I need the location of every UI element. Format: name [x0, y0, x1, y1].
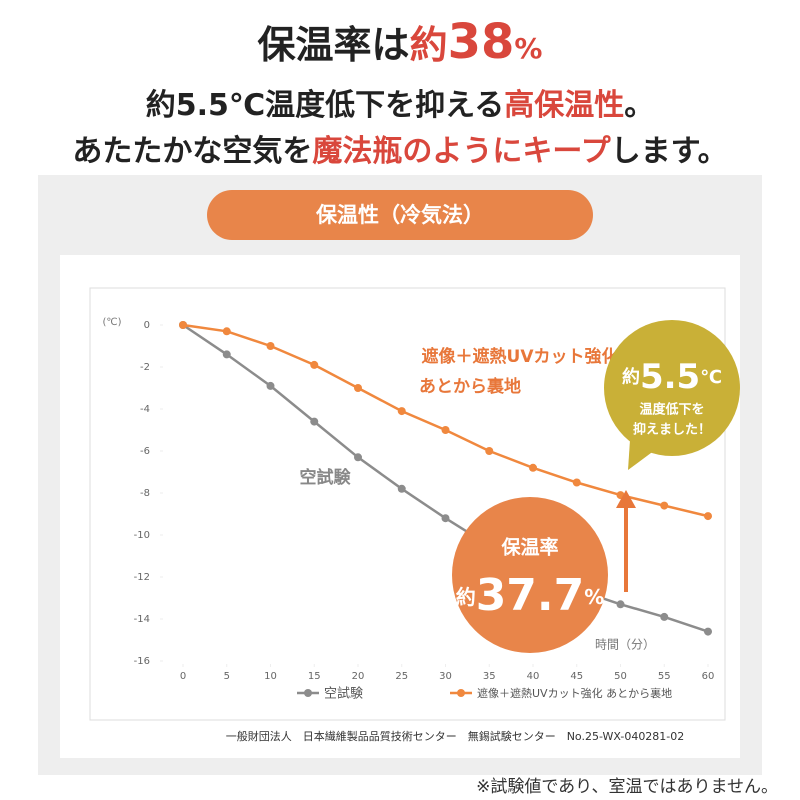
point	[310, 417, 319, 426]
point	[354, 384, 362, 392]
y-tick-label: -4	[140, 404, 150, 415]
y-tick-label: -2	[140, 362, 150, 373]
point	[704, 512, 712, 521]
x-label: 時間（分）	[595, 638, 655, 652]
subline-text: 高保温性	[504, 88, 625, 123]
point	[660, 612, 669, 621]
note: ※試験値であり、室温ではありません。	[476, 777, 778, 797]
y-tick-label: -8	[140, 488, 150, 499]
x-tick-label: 55	[658, 671, 671, 682]
callout-number: 5.5	[640, 357, 700, 397]
headline: 保温率は約38%	[0, 14, 800, 70]
subline: 約5.5℃温度低下を抑える高保温性。	[0, 80, 800, 124]
x-tick-label: 40	[527, 671, 540, 682]
callout	[604, 320, 740, 456]
y-tick-label: -16	[134, 656, 150, 667]
point	[266, 381, 275, 390]
x-tick-label: 20	[352, 671, 365, 682]
point	[397, 407, 406, 416]
plot: 0 -2 -4 -6 -8 -10 -12 -14 -16 0 5 10 15 20 25 30 35 40 45 5…	[134, 320, 715, 702]
headline-text: 約	[409, 23, 448, 67]
subline: あたたかな空気を魔法瓶のようにキープします。	[0, 126, 800, 170]
legend-swatch	[304, 689, 312, 697]
subline-text: 。	[624, 88, 655, 123]
plot-frame	[89, 287, 726, 721]
legend-label: 遮像＋遮熱UVカット強化 あとから裏地	[477, 686, 672, 700]
point	[529, 463, 537, 472]
subline-text: 約5.5℃温度低下を抑える	[145, 88, 505, 123]
rate-circle	[452, 497, 608, 653]
x-tick-label: 25	[395, 671, 408, 682]
y-tick-label: -6	[140, 446, 150, 457]
callout-text: 約5.5℃	[622, 357, 722, 397]
point	[616, 600, 625, 609]
callout-text: ℃	[700, 367, 722, 388]
y-tick-label: -10	[134, 530, 150, 541]
arrow-head	[616, 490, 636, 508]
callout-text: 温度低下を	[639, 402, 704, 418]
badge	[207, 190, 593, 240]
rate-text: 約	[456, 585, 476, 609]
point	[397, 484, 406, 493]
point	[222, 327, 231, 336]
source: 一般財団法人 日本繊維製品品質技術センター 無錫試験センター No.25-WX-…	[226, 729, 685, 743]
point	[660, 501, 669, 510]
y-tick-label: -12	[134, 572, 150, 583]
point	[222, 350, 231, 359]
legend-swatch	[457, 689, 465, 697]
point	[266, 342, 275, 350]
rate-text: 保温率	[500, 536, 558, 559]
y-tick-label: -14	[134, 614, 150, 625]
headline-unit: %	[514, 32, 543, 65]
x-tick-label: 5	[224, 671, 230, 682]
subline-text: 魔法瓶のようにキープ	[312, 134, 611, 169]
point	[572, 478, 581, 487]
x-tick-label: 0	[180, 671, 186, 682]
x-tick-label: 60	[702, 671, 715, 682]
x-tick-label: 30	[439, 671, 452, 682]
legend-label: 空試験	[324, 686, 363, 702]
point	[441, 514, 450, 523]
callout-text: 約	[622, 366, 640, 388]
badge-text: 保温性（冷気法）	[315, 203, 484, 227]
x-tick-label: 45	[570, 671, 583, 682]
annotation: あとから裏地	[419, 376, 521, 397]
x-tick-label: 50	[614, 671, 627, 682]
point	[179, 321, 187, 329]
headline-text: 保温率は	[257, 23, 410, 67]
x-tick-label: 15	[308, 671, 321, 682]
callout-text: 抑えました！	[633, 422, 711, 438]
point	[485, 447, 494, 455]
y-unit: (℃)	[102, 317, 121, 328]
point	[310, 360, 319, 369]
y-tick-label: 0	[144, 320, 150, 331]
point	[354, 453, 362, 462]
point	[704, 627, 712, 636]
point	[441, 426, 450, 434]
rate-text: %	[584, 585, 604, 609]
rate-text: 約37.7%	[456, 570, 605, 621]
headline-number: 38	[447, 14, 515, 70]
rate-number: 37.7	[476, 570, 585, 621]
subline-text: あたたかな空気を	[72, 134, 313, 169]
subline-text: します。	[610, 134, 728, 169]
x-tick-label: 35	[483, 671, 496, 682]
annotation: 空試験	[300, 467, 352, 488]
x-tick-label: 10	[264, 671, 277, 682]
annotation: 遮像＋遮熱UVカット強化	[422, 346, 619, 367]
